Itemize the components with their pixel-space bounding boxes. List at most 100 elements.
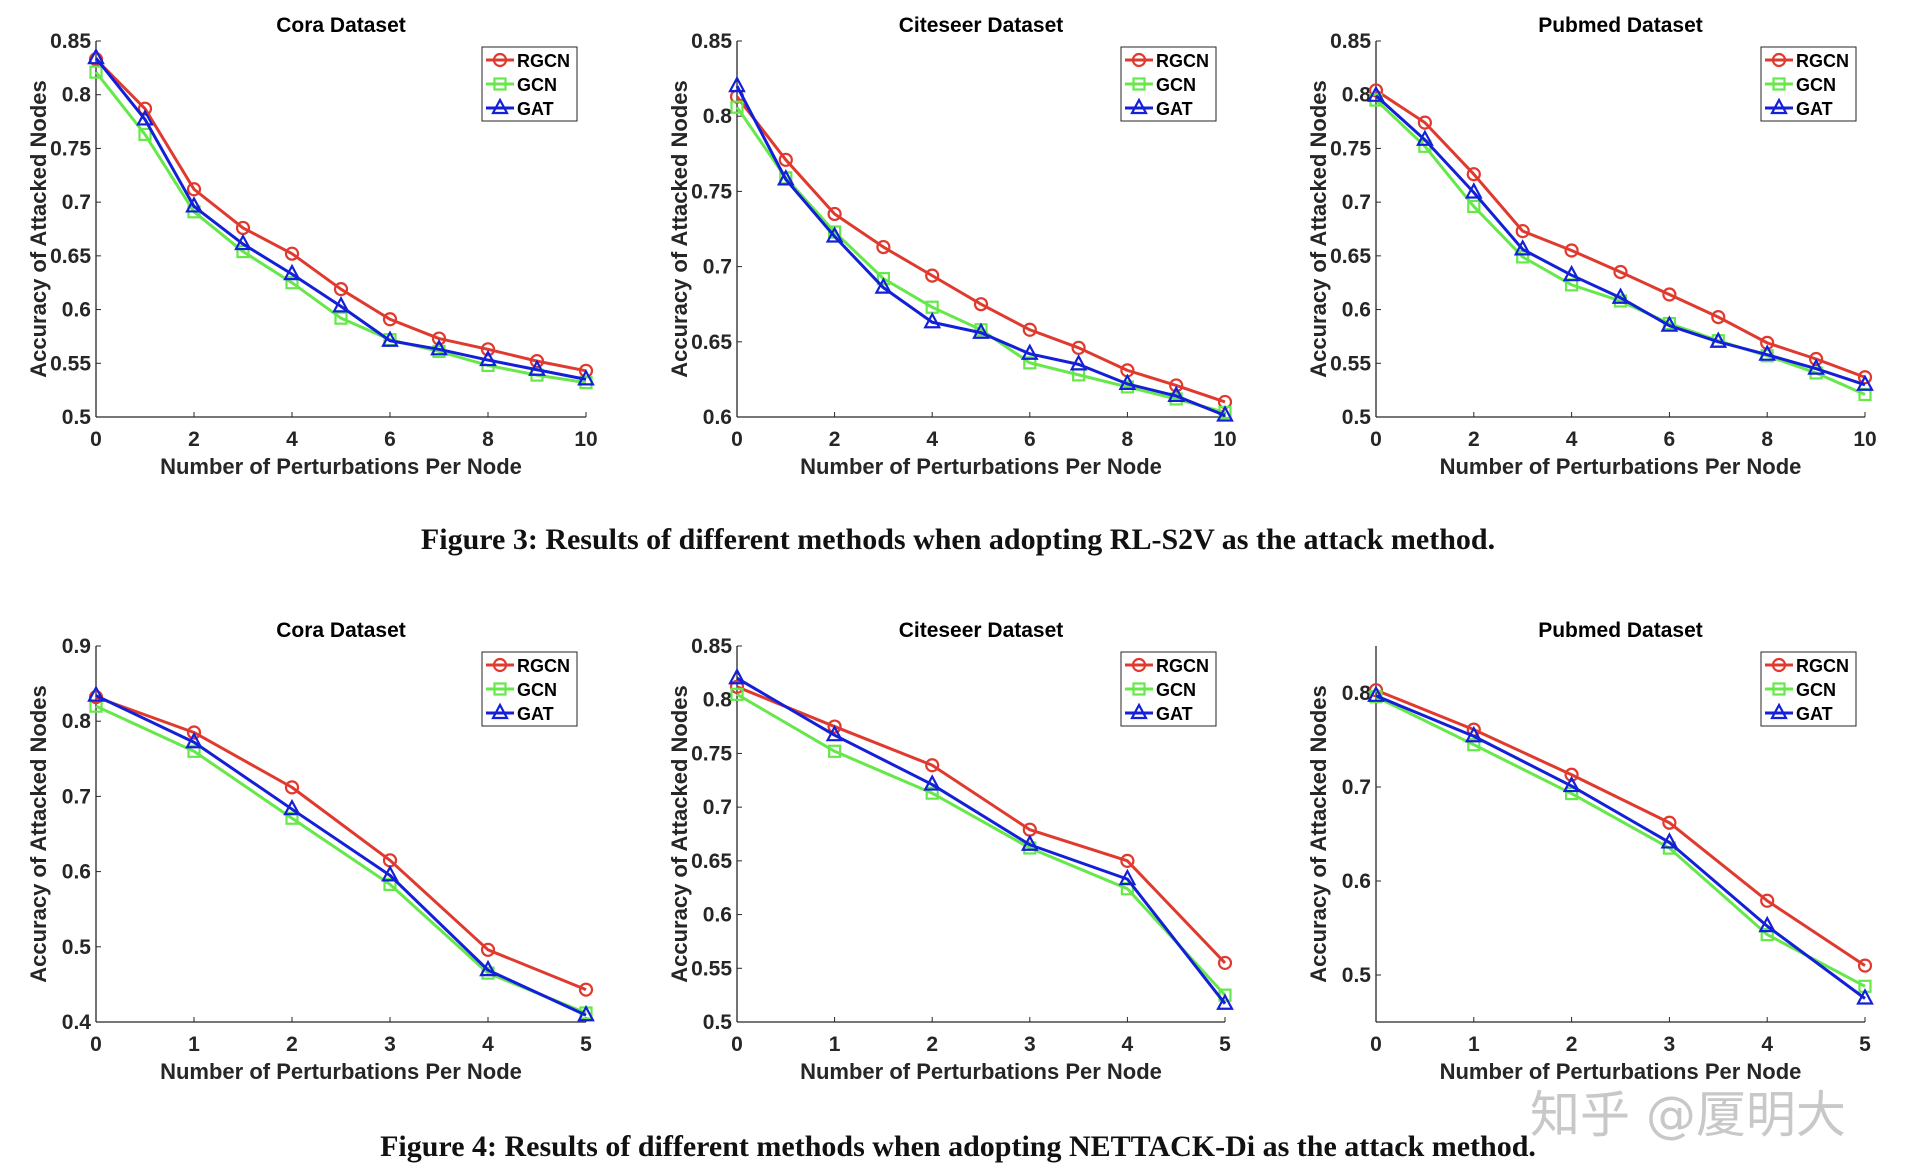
x-tick-label: 10 <box>1853 428 1876 451</box>
x-tick-label: 1 <box>1468 1033 1480 1056</box>
x-tick-label: 0 <box>90 428 102 451</box>
legend-label: GCN <box>1796 680 1836 700</box>
data-point-gat <box>234 233 252 251</box>
data-point-gat <box>1758 915 1777 933</box>
data-point-gat <box>728 75 746 93</box>
y-tick-label: 0.7 <box>62 191 91 214</box>
data-point-rgcn <box>284 246 300 261</box>
data-point-gcn <box>1564 786 1579 801</box>
y-tick-label: 0.5 <box>703 1011 733 1034</box>
data-point-rgcn <box>382 312 398 327</box>
series-line-gat <box>735 85 1226 417</box>
chart-panel-4: Citeseer Dataset 0 1 2 3 4 5 0.5 0.55 0.6 0.65 0.7 0… <box>667 619 1234 1084</box>
x-tick-label: 0 <box>731 1033 743 1056</box>
series-line-gat <box>1375 694 1866 1000</box>
data-point-gcn <box>1516 250 1530 264</box>
legend-marker-rgcn <box>1771 52 1787 68</box>
legend-marker-gcn <box>1772 682 1786 696</box>
series-line-rgcn <box>735 95 1226 404</box>
data-point-rgcn <box>827 206 842 222</box>
data-point-gat <box>728 667 746 685</box>
legend: RGCN GCN GAT <box>1120 46 1217 122</box>
legend: RGCN GCN GAT <box>1760 651 1857 727</box>
legend-label: RGCN <box>1156 656 1209 676</box>
chart-panel-0: Cora Dataset 0 2 4 6 8 10 0.5 0.55 0.6 0.65 0.7 0.75… <box>26 14 598 479</box>
data-point-rgcn <box>827 719 842 734</box>
series-rgcn <box>88 690 594 997</box>
legend-marker-gat <box>1130 702 1148 720</box>
x-tick-label: 2 <box>286 1033 298 1056</box>
series-rgcn <box>1368 83 1873 385</box>
legend-marker-rgcn <box>1771 657 1787 673</box>
data-point-gat <box>1856 988 1874 1005</box>
y-tick-label: 0.5 <box>1342 964 1372 987</box>
chart-title: Cora Dataset <box>276 619 406 642</box>
data-point-gat <box>381 865 399 882</box>
data-point-gat <box>874 277 893 294</box>
x-tick-label: 0 <box>1370 1033 1382 1056</box>
data-point-gcn <box>187 744 201 758</box>
chart-panel-3: Cora Dataset 0 1 2 3 4 5 0.4 0.5 0.6 0.7 0.8 0.9 Numb… <box>26 619 595 1084</box>
series-line-rgcn <box>736 685 1227 964</box>
data-point-gat <box>972 322 990 339</box>
y-tick-label: 0.8 <box>62 84 92 107</box>
x-tick-label: 5 <box>1219 1033 1231 1056</box>
legend-marker-gcn <box>1132 682 1146 696</box>
data-point-gcn <box>285 276 299 290</box>
y-tick-label: 0.5 <box>62 406 92 429</box>
x-tick-label: 4 <box>482 1033 494 1056</box>
legend-label: GAT <box>517 99 554 119</box>
x-axis-label: Number of Perturbations Per Node <box>1440 454 1802 479</box>
data-point-rgcn <box>1662 287 1677 302</box>
x-tick-label: 8 <box>1761 428 1773 451</box>
data-point-rgcn <box>1613 264 1628 280</box>
legend-label: GCN <box>1156 680 1196 700</box>
data-point-gat <box>479 959 497 977</box>
data-point-gcn <box>138 127 152 142</box>
data-point-gcn <box>1467 738 1481 752</box>
y-tick-label: 0.75 <box>50 137 91 160</box>
data-point-gat <box>1709 331 1728 348</box>
y-tick-label: 0.6 <box>703 406 732 429</box>
legend: RGCN GCN GAT <box>1120 651 1217 727</box>
data-point-rgcn <box>1662 815 1677 830</box>
y-tick-label: 0.55 <box>50 352 91 375</box>
data-point-gcn <box>334 311 348 325</box>
data-point-gcn <box>89 65 103 79</box>
data-point-rgcn <box>1711 309 1726 325</box>
y-tick-label: 0.85 <box>691 30 732 53</box>
data-point-gcn <box>827 744 842 758</box>
y-tick-label: 0.6 <box>1342 870 1371 893</box>
data-point-gat <box>577 1004 595 1022</box>
x-tick-label: 2 <box>829 428 841 451</box>
legend-label: GCN <box>517 680 557 700</box>
data-point-rgcn <box>1564 243 1579 258</box>
data-point-rgcn <box>1515 224 1530 239</box>
y-axis-label: Accuracy of Attacked Nodes <box>667 685 692 983</box>
series-gat <box>87 685 595 1022</box>
legend-label: GCN <box>1156 75 1196 95</box>
data-point-gat <box>1216 405 1234 422</box>
series-line-rgcn <box>1375 688 1866 967</box>
y-tick-label: 0.5 <box>62 936 92 959</box>
data-point-gat <box>1167 385 1186 403</box>
x-tick-label: 0 <box>731 428 743 451</box>
y-tick-label: 0.8 <box>1342 682 1372 705</box>
legend-marker-gcn <box>1772 77 1786 91</box>
data-point-rgcn <box>1857 958 1873 973</box>
y-tick-label: 0.65 <box>1330 245 1371 268</box>
data-point-gcn <box>383 877 397 891</box>
data-point-gat <box>136 109 154 126</box>
x-tick-label: 1 <box>829 1033 841 1056</box>
watermark: 知乎 @厦明大 <box>1530 1086 1846 1144</box>
legend-label: RGCN <box>1796 656 1849 676</box>
data-point-gat <box>430 338 448 356</box>
y-tick-label: 0.6 <box>703 904 732 927</box>
chart-panel-2: Pubmed Dataset 0 2 4 6 8 10 0.5 0.55 0.6 0.65 0.7 0.… <box>1306 14 1877 479</box>
y-tick-label: 0.6 <box>1342 299 1371 322</box>
x-tick-label: 8 <box>482 428 494 451</box>
data-point-gat <box>1464 182 1483 199</box>
series-gat <box>1367 685 1874 1005</box>
data-point-gat <box>1118 868 1137 886</box>
x-tick-label: 2 <box>926 1033 938 1056</box>
